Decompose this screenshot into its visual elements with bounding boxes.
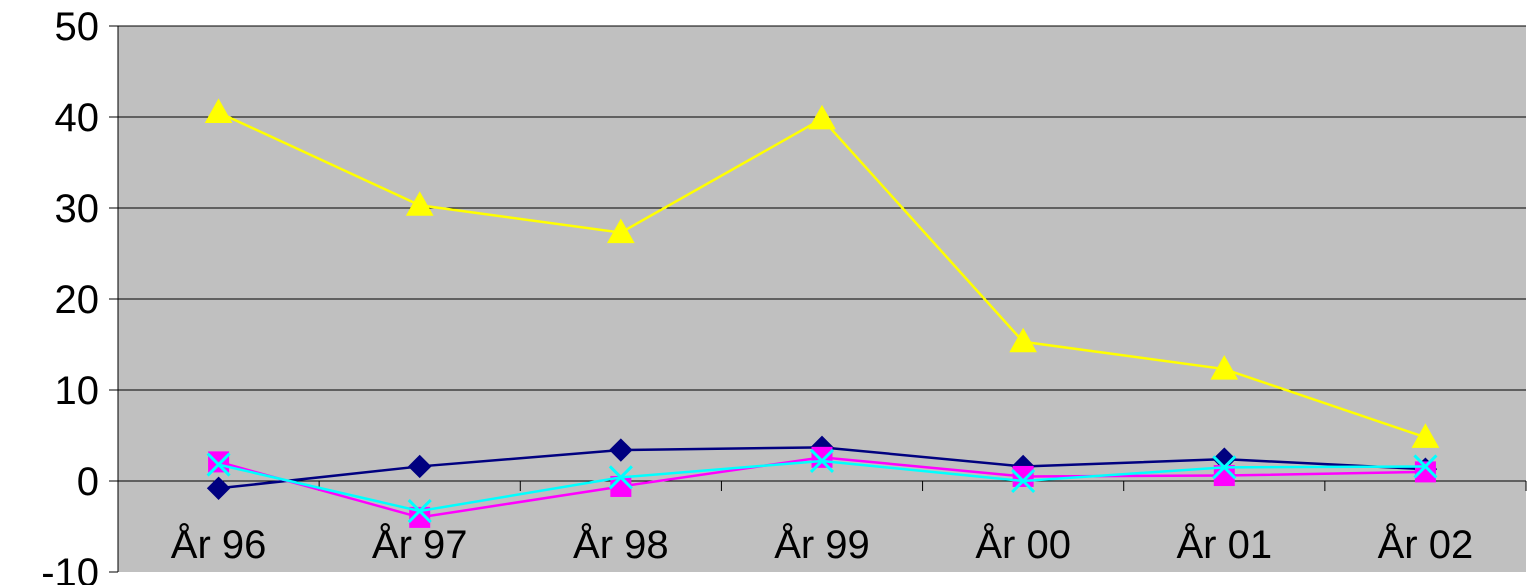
y-tick-label: 30 xyxy=(55,187,100,231)
marker-x xyxy=(1413,454,1438,479)
marker-triangle xyxy=(1009,327,1037,353)
marker-x xyxy=(1212,455,1237,480)
marker-triangle xyxy=(607,218,635,244)
series-4 xyxy=(206,448,1438,524)
marker-x-stroke xyxy=(407,498,432,524)
marker-triangle xyxy=(204,98,233,123)
marker-triangle xyxy=(808,104,836,130)
marker-x xyxy=(608,465,633,490)
marker-x-stroke xyxy=(206,452,231,477)
x-tick-label: År 02 xyxy=(1378,522,1474,567)
x-tick-label: År 01 xyxy=(1176,522,1272,567)
y-tick-label: 40 xyxy=(55,96,100,140)
marker-x xyxy=(206,452,231,477)
marker-x-stroke xyxy=(1212,455,1237,480)
x-tick-label: År 99 xyxy=(774,522,870,567)
y-tick-label: 20 xyxy=(55,278,100,322)
x-tick-label: År 97 xyxy=(372,522,468,567)
marker-x xyxy=(407,498,432,524)
y-tick-label: 0 xyxy=(77,460,99,504)
marker-x-stroke xyxy=(809,448,835,474)
x-tick-label: År 98 xyxy=(573,522,669,567)
marker-square xyxy=(409,506,431,528)
tick-labels: -10 0 10 20 30 40 50 År 96 År 97 År 98 År 99 År 00 Å… xyxy=(41,5,1473,585)
marker-x-stroke xyxy=(1413,454,1438,479)
x-tick-label: År 00 xyxy=(975,522,1071,567)
marker-diamond xyxy=(609,438,633,462)
y-tick-label: -10 xyxy=(41,551,99,585)
x-tick-label: År 96 xyxy=(171,522,267,567)
marker-x-stroke xyxy=(1011,468,1036,494)
marker-triangle xyxy=(1411,423,1440,448)
y-tick-label: 10 xyxy=(55,369,100,413)
y-tick-label: 50 xyxy=(55,5,100,49)
marker-x xyxy=(809,448,835,474)
series-3 xyxy=(204,98,1440,448)
marker-square xyxy=(811,446,833,468)
marker-square xyxy=(1012,465,1034,487)
axes xyxy=(109,25,1527,573)
series-group xyxy=(204,98,1440,528)
marker-diamond xyxy=(408,454,432,479)
marker-x-stroke xyxy=(608,465,633,490)
marker-triangle xyxy=(1210,355,1239,380)
marker-square xyxy=(208,451,230,473)
marker-x xyxy=(1011,468,1036,494)
marker-diamond xyxy=(206,476,231,500)
marker-triangle xyxy=(405,191,434,216)
